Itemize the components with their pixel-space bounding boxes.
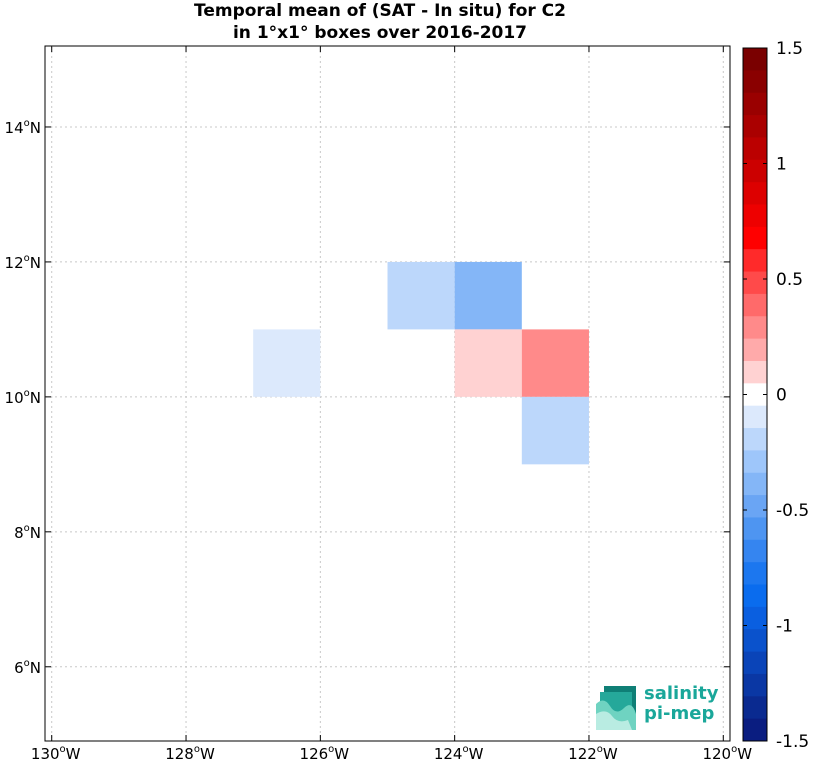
colorbar-segment [743, 204, 767, 228]
logo-text-pi-mep: pi-mep [644, 703, 715, 724]
colorbar-segment [743, 562, 767, 586]
colorbar-segment [743, 539, 767, 563]
colorbar-segment [743, 316, 767, 340]
chart-title-line-1: Temporal mean of (SAT - In situ) for C2 [194, 1, 566, 21]
logo-text-salinity: salinity [644, 683, 719, 704]
x-tick-label: 124oW [434, 744, 484, 763]
colorbar-segment [743, 495, 767, 518]
colorbar-segment [743, 293, 767, 317]
colorbar-tick-label: 0 [776, 386, 787, 406]
y-tick-label: 14oN [5, 118, 41, 137]
colorbar-segment [743, 271, 767, 295]
x-tick-label: 126oW [300, 744, 350, 763]
x-tick-label: 122oW [568, 744, 618, 763]
data-cell [521, 396, 589, 465]
colorbar-segment [743, 159, 767, 183]
chart-title-line-2: in 1°x1° boxes over 2016-2017 [232, 23, 528, 43]
x-tick-label: 120oW [702, 744, 752, 763]
colorbar-segment [743, 472, 767, 496]
data-cell [253, 329, 321, 397]
colorbar-tick-label: -0.5 [776, 501, 809, 521]
y-tick-label: 12oN [5, 253, 41, 272]
plot-frame [44, 45, 731, 742]
data-cell [521, 329, 589, 397]
logo-waves-icon [596, 686, 636, 730]
colorbar-segment [743, 450, 767, 474]
colorbar-segment [743, 584, 767, 608]
y-tick-label: 6oN [14, 658, 41, 677]
data-cells [253, 261, 589, 465]
colorbar-segment [743, 182, 767, 205]
colorbar-segment [743, 651, 767, 675]
chart-title: Temporal mean of (SAT - In situ) for C2 … [0, 0, 760, 44]
x-tick-label: 128oW [165, 744, 215, 763]
y-tick-label: 10oN [5, 388, 41, 407]
colorbar-segment [743, 226, 767, 250]
colorbar-segment [743, 606, 767, 630]
colorbar-segment [743, 92, 767, 116]
colorbar-segment [743, 383, 767, 407]
colorbar-segment [743, 137, 767, 161]
grid-lines [45, 46, 730, 741]
colorbar-segment [743, 673, 767, 697]
colorbar-segment [743, 338, 767, 362]
axis-ticks: 130oW 128oW 126oW 124oW 122oW 120oW 6oN 8oN 10oN… [5, 46, 752, 763]
colorbar-segment [743, 48, 767, 71]
colorbar-segment [743, 696, 767, 720]
colorbar: 1.5 1 0.5 0 -0.5 -1 -1.5 [742, 39, 809, 752]
colorbar-segment [743, 70, 767, 94]
y-tick-label: 8oN [14, 523, 41, 542]
data-cell [454, 329, 522, 397]
data-cell [387, 261, 455, 330]
colorbar-segment [743, 629, 767, 653]
colorbar-tick-label: 1.5 [776, 39, 803, 59]
colorbar-tick-label: -1.5 [776, 732, 809, 752]
colorbar-segment [743, 517, 767, 541]
colorbar-segment [743, 405, 767, 429]
colorbar-tick-label: 1 [776, 155, 787, 175]
salinity-pi-mep-logo: salinity pi-mep [596, 684, 726, 730]
colorbar-segment [743, 428, 767, 451]
colorbar-tick-label: -1 [776, 617, 793, 637]
colorbar-segment [743, 115, 767, 138]
colorbar-segment [743, 718, 767, 742]
colorbar-tick-label: 0.5 [776, 270, 803, 290]
data-cell [454, 261, 522, 330]
x-tick-label: 130oW [31, 744, 81, 763]
colorbar-segment [743, 360, 767, 384]
colorbar-segment [743, 249, 767, 273]
